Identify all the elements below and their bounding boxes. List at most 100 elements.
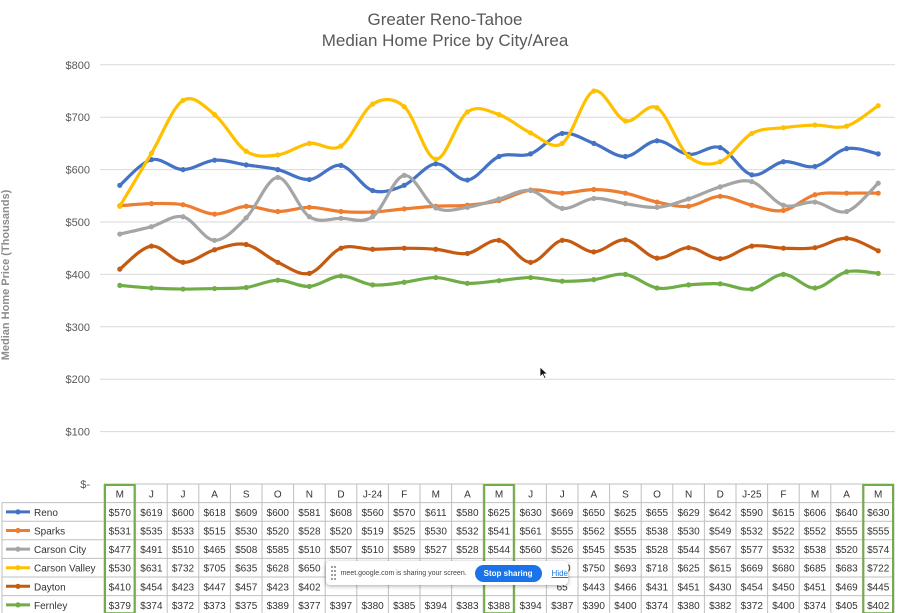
data-point-reno [622,153,629,160]
month-header: A [211,489,218,500]
legend-key-marker [15,546,21,552]
data-table: M J J A S O N D J-24 F M A M J J A S O N D J-25 F M A M Reno $570 $… [1,483,895,613]
screen-share-banner: meet.google.com is sharing your screen. … [326,561,568,585]
y-tick-label: $400 [66,269,90,281]
table-cell: $379 [109,601,132,612]
data-point-carson-valley [496,111,502,118]
data-point-fernley [780,271,787,277]
chart-title-line-2: Median Home Price by City/Area [322,31,569,50]
data-point-dayton [401,245,407,251]
data-point-carson-city [433,205,439,211]
data-point-carson-city [464,204,470,210]
table-cell: $642 [709,508,732,519]
legend-key-marker [15,527,21,534]
stop-sharing-button[interactable]: Stop sharing [474,564,542,582]
legend-label: Sparks [34,527,65,538]
data-point-sparks [812,192,818,198]
data-point-dayton [243,241,249,248]
data-point-fernley [370,282,376,288]
table-cell: $718 [646,564,669,575]
table-cell: $590 [741,508,764,519]
month-header: F [780,489,786,500]
table-cell: $377 [298,601,321,612]
data-point-fernley [212,285,218,292]
table-cell: $669 [741,564,764,575]
hide-link[interactable]: Hide [551,568,568,578]
table-cell: $685 [804,564,827,575]
table-cell: $400 [614,601,637,612]
table-cell: $555 [835,527,858,538]
data-point-fernley [559,278,565,284]
table-cell: $560 [361,508,384,519]
data-point-reno [433,161,439,167]
table-cell: $388 [488,601,511,612]
data-point-carson-city [496,196,502,202]
month-header: D [717,489,724,500]
data-point-dayton [875,248,881,254]
table-cell: $465 [203,545,226,556]
data-point-carson-valley [780,125,787,131]
table-cell: $457 [235,582,258,593]
table-cell: $705 [203,564,226,575]
gridlines [100,64,895,433]
table-cell: $683 [835,564,858,575]
table-cell: $538 [804,545,827,556]
legend-key-marker [15,602,21,608]
table-cell: $530 [677,527,700,538]
y-tick-label: $700 [66,112,90,124]
table-cell: $469 [835,582,858,593]
y-axis-ticks: $800 $700 $600 $500 $400 $300 $200 $100 $- [66,60,91,491]
legend-key-marker [15,565,21,571]
table-cell: $600 [267,508,290,519]
data-point-dayton [496,237,502,243]
table-cell: $466 [614,582,637,593]
data-point-fernley [401,279,407,285]
data-point-dayton [528,259,534,265]
drag-handle-icon[interactable] [331,566,336,580]
data-point-reno [780,159,787,165]
data-point-carson-valley [370,101,376,107]
table-cell: $532 [456,527,479,538]
data-point-carson-city [338,215,344,221]
table-cell: $549 [709,527,732,538]
data-point-dayton [717,256,723,262]
data-point-carson-valley [433,156,439,162]
table-cell: $402 [298,582,321,593]
data-point-reno [496,153,502,160]
table-cell: $430 [709,582,732,593]
data-point-fernley [875,270,881,276]
table-cell: $385 [393,601,416,612]
table-cell: $535 [140,527,163,538]
mouse-pointer-icon [539,366,549,380]
data-point-carson-valley [622,118,629,124]
legend-label: Carson City [34,545,86,556]
data-point-dayton [559,237,565,243]
data-point-carson-city [117,231,123,237]
month-header: S [622,489,629,500]
month-header: M [116,489,124,500]
month-header: J-25 [742,489,762,500]
table-cell: $445 [867,582,890,593]
table-cell: $510 [172,545,195,556]
table-cell: $609 [235,508,258,519]
data-point-dayton [654,255,660,261]
table-cell: $507 [330,545,353,556]
table-cell: $520 [835,545,858,556]
table-cell: $570 [393,508,416,519]
data-point-fernley [686,282,692,288]
data-point-sparks [749,202,755,208]
data-point-carson-valley [528,130,534,136]
data-point-sparks [559,190,565,196]
legend-key-marker [15,583,21,589]
data-point-sparks [875,190,881,196]
table-cell: $560 [519,545,542,556]
table-cell: $382 [709,601,732,612]
highlight-box [104,484,136,613]
data-point-carson-valley [654,105,660,111]
month-header: A [843,489,850,500]
data-point-sparks [622,190,629,196]
data-point-dayton [591,249,597,255]
table-cell: $600 [172,508,195,519]
data-point-sparks [212,211,218,217]
table-cell: $631 [140,564,163,575]
